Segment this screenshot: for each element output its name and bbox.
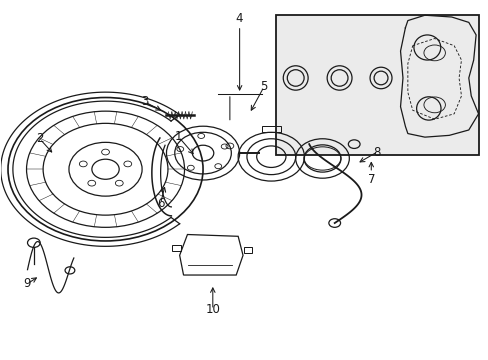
FancyBboxPatch shape [276,15,478,155]
Bar [171,245,180,251]
Text: 2: 2 [36,132,43,145]
Text: 8: 8 [373,145,380,158]
Text: 10: 10 [205,303,220,316]
Text: 4: 4 [235,12,243,25]
Text: 1: 1 [175,130,182,144]
Text: 5: 5 [260,80,267,93]
Bar [243,247,252,253]
Text: 6: 6 [157,197,164,210]
Text: 7: 7 [367,173,374,186]
Text: 3: 3 [141,95,148,108]
Text: 9: 9 [23,278,31,291]
